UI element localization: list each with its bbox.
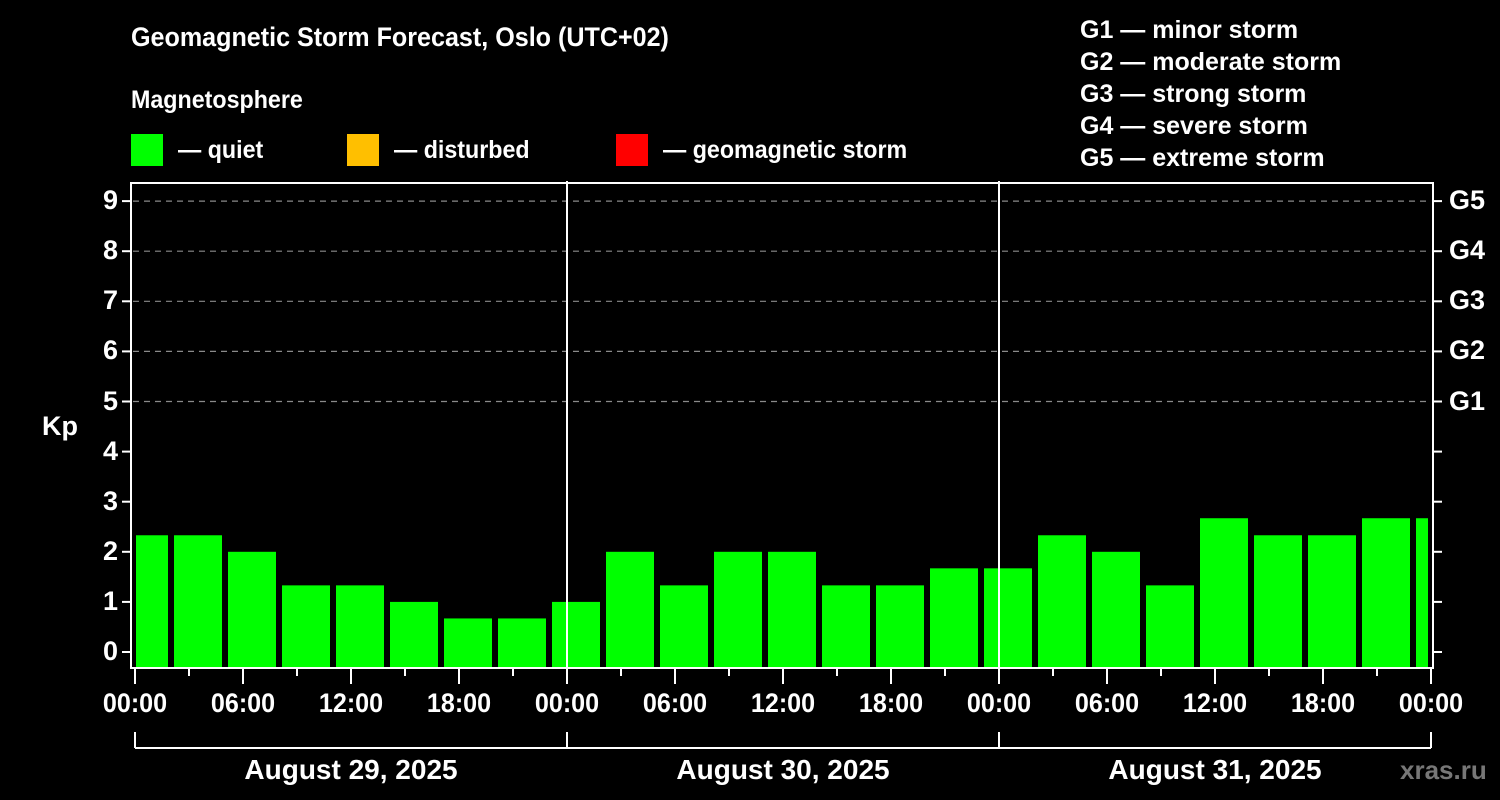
storm-scale-g4: G4 — severe storm	[1080, 112, 1308, 140]
chart-title: Geomagnetic Storm Forecast, Oslo (UTC+02…	[131, 22, 669, 52]
x-tick-label: 18:00	[858, 688, 924, 718]
y-tick-label: 4	[102, 435, 118, 466]
y-tick-label: 1	[102, 585, 118, 616]
kp-bar	[1146, 585, 1194, 668]
y-axis-label: Kp	[42, 411, 78, 441]
storm-swatch-icon	[616, 134, 648, 166]
kp-bar	[336, 585, 384, 668]
kp-bar	[984, 568, 1032, 668]
g-scale-label: G4	[1449, 235, 1486, 266]
y-tick-label: 0	[102, 636, 118, 666]
kp-bar	[930, 568, 978, 668]
y-tick-label: 9	[102, 185, 118, 216]
x-tick-label: 00:00	[534, 688, 600, 718]
date-label: August 29, 2025	[244, 754, 458, 785]
storm-scale-g5: G5 — extreme storm	[1080, 144, 1325, 172]
kp-bar	[498, 618, 546, 668]
kp-bar	[1200, 518, 1248, 668]
y-tick-label: 6	[102, 335, 118, 366]
kp-bar	[444, 618, 492, 668]
y-tick-label: 5	[102, 385, 118, 416]
x-tick-label: 06:00	[210, 688, 276, 718]
kp-bar	[1308, 535, 1356, 668]
legend-item-disturbed: — disturbed	[347, 134, 540, 166]
kp-bar	[1092, 551, 1140, 668]
kp-bar	[1254, 535, 1302, 668]
kp-bar	[282, 585, 330, 668]
x-tick-label: 06:00	[1074, 688, 1140, 718]
x-tick-label: 00:00	[1398, 688, 1464, 718]
x-tick-label: 18:00	[426, 688, 492, 718]
disturbed-swatch-icon	[347, 134, 379, 166]
g-scale-label: G2	[1449, 335, 1486, 366]
x-tick-label: 12:00	[750, 688, 816, 718]
quiet-swatch-icon	[131, 134, 163, 166]
kp-bar	[606, 551, 654, 668]
x-tick-label: 18:00	[1290, 688, 1356, 718]
storm-scale-legend: G1 — minor storm G2 — moderate storm G3 …	[1080, 14, 1341, 174]
x-tick-label: 00:00	[966, 688, 1032, 718]
watermark: xras.ru	[1400, 755, 1487, 785]
legend-label: — geomagnetic storm	[663, 135, 908, 164]
legend-label: — disturbed	[394, 135, 530, 164]
storm-scale-g2: G2 — moderate storm	[1080, 48, 1342, 76]
y-tick-label: 8	[102, 235, 118, 266]
chart-subtitle: Magnetosphere	[131, 86, 303, 114]
g-scale-label: G5	[1449, 185, 1486, 216]
kp-bar	[552, 601, 600, 668]
x-tick-label: 06:00	[642, 688, 708, 718]
kp-bar	[228, 551, 276, 668]
storm-scale-g3: G3 — strong storm	[1080, 80, 1307, 108]
kp-bar	[136, 535, 168, 668]
y-tick-label: 7	[102, 285, 118, 316]
legend-label: — quiet	[178, 135, 264, 164]
kp-bar	[822, 585, 870, 668]
kp-bar	[768, 551, 816, 668]
legend-item-quiet: — quiet	[131, 134, 270, 166]
kp-bar	[714, 551, 762, 668]
kp-bar	[1416, 518, 1428, 668]
kp-bar	[1362, 518, 1410, 668]
x-tick-label: 12:00	[1182, 688, 1248, 718]
kp-bar	[174, 535, 222, 668]
kp-bar	[876, 585, 924, 668]
kp-bar	[390, 601, 438, 668]
legend-item-storm: — geomagnetic storm	[616, 134, 926, 166]
date-label: August 30, 2025	[676, 754, 890, 785]
y-tick-label: 3	[102, 485, 118, 516]
kp-bar	[660, 585, 708, 668]
g-scale-label: G3	[1449, 285, 1486, 316]
y-tick-label: 2	[102, 535, 118, 566]
g-scale-label: G1	[1449, 385, 1486, 416]
kp-bar	[1038, 535, 1086, 668]
x-tick-label: 12:00	[318, 688, 384, 718]
x-tick-label: 00:00	[102, 688, 168, 718]
date-label: August 31, 2025	[1108, 754, 1322, 785]
storm-scale-g1: G1 — minor storm	[1080, 16, 1299, 44]
